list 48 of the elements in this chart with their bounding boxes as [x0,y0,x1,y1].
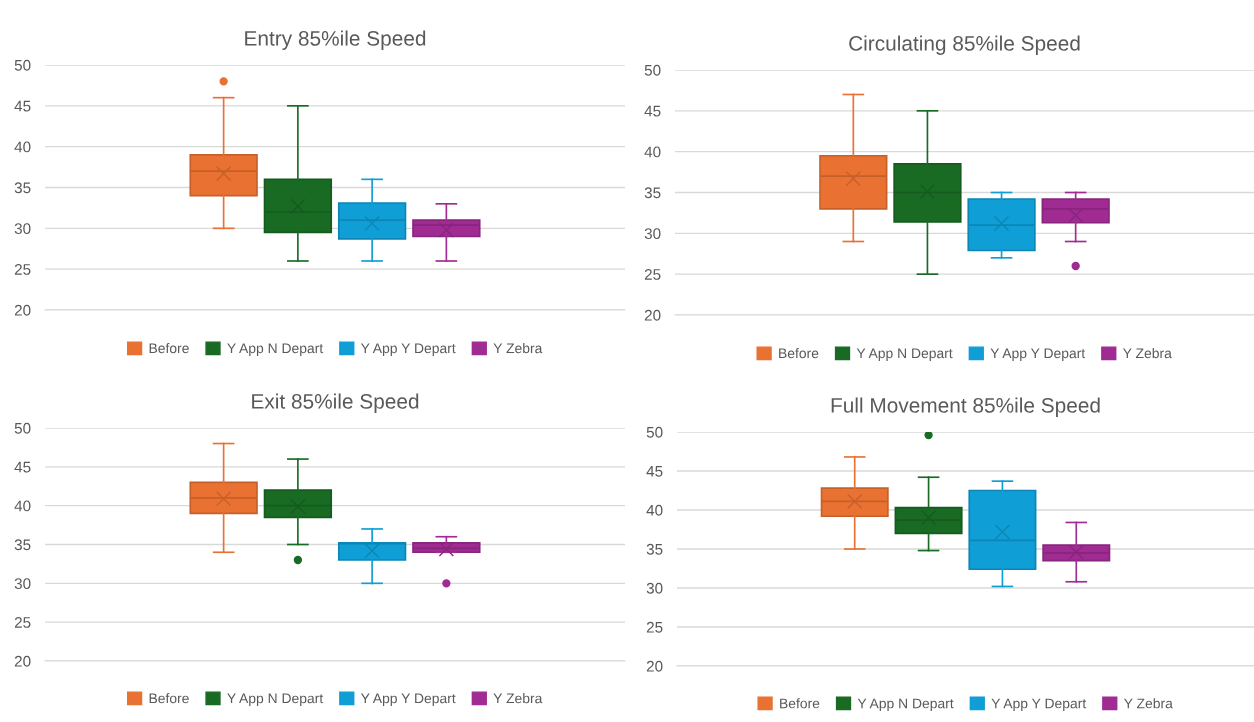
y-tick-label: 45 [644,105,661,117]
y-tick-label: 25 [14,617,31,628]
legend-label: Y Zebra [1122,348,1172,359]
legend-label: Y App N Depart [856,348,953,361]
y-tick-label: 35 [14,182,31,194]
legend-label: Y App N Depart [227,693,324,706]
legend-label: Y App N Depart [857,698,954,712]
chart-title: Full Movement 85%ile Speed [831,397,1100,417]
y-tick-label: 30 [14,578,31,590]
y-tick-label: 30 [644,228,661,240]
y-tick-label: 40 [14,141,31,153]
chart-title: Entry 85%ile Speed [245,30,426,50]
y-tick-label: 20 [646,660,663,672]
y-tick-label: 45 [646,466,663,477]
y-tick-label: 35 [646,543,663,555]
y-tick-label: 35 [644,187,661,199]
legend-label: Y App N Depart [227,343,324,356]
chart-title: Exit 85%ile Speed [252,393,419,413]
y-tick-label: 25 [14,264,31,275]
legend-label: Y App Y Depart [360,343,456,356]
y-tick-label: 40 [646,504,663,516]
y-tick-label: 20 [644,309,661,321]
y-tick-label: 30 [14,223,31,235]
legend-label: Y App Y Depart [991,698,1087,712]
y-tick-label: 25 [646,621,663,633]
y-tick-label: 50 [14,422,31,434]
y-tick-label: 20 [14,655,31,667]
y-tick-label: 45 [14,461,31,473]
legend-label: Before [779,348,819,359]
legend-label: Before [149,693,189,704]
legend-label: Y Zebra [1123,698,1173,709]
legend-label: Y Zebra [493,693,543,704]
y-tick-label: 25 [644,269,661,280]
y-tick-label: 50 [14,59,31,71]
y-tick-label: 35 [14,539,31,551]
y-tick-label: 50 [644,64,661,76]
y-tick-label: 40 [644,146,661,158]
y-tick-label: 30 [646,582,663,594]
legend-label: Y Zebra [493,343,543,354]
legend-label: Y App Y Depart [990,348,1086,361]
y-tick-label: 20 [14,304,31,316]
legend-label: Before [149,343,189,354]
legend-label: Before [780,698,820,709]
y-tick-label: 40 [14,500,31,512]
y-tick-label: 45 [14,100,31,112]
legend-label: Y App Y Depart [360,693,456,706]
chart-title: Circulating 85%ile Speed [849,35,1080,55]
y-tick-label: 50 [646,426,663,438]
